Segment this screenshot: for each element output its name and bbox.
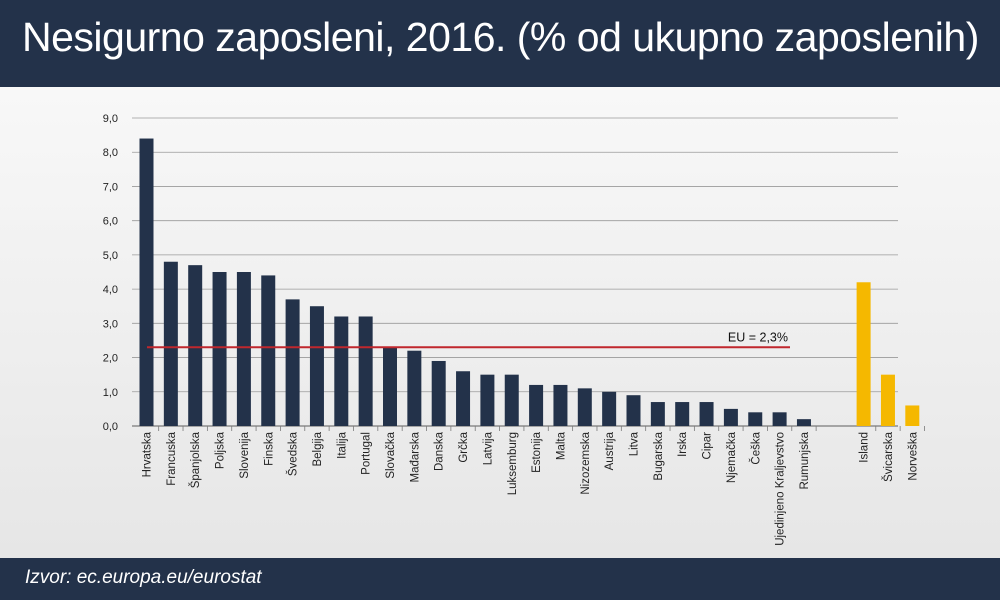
bar <box>309 306 324 426</box>
y-tick-label: 8,0 <box>103 147 118 159</box>
x-tick-label: Bugarska <box>653 431 665 480</box>
bar <box>407 350 422 426</box>
bar <box>431 360 446 426</box>
bar <box>880 374 895 426</box>
y-tick-label: 9,0 <box>103 113 118 125</box>
x-tick-label: Grčka <box>458 431 470 462</box>
bar <box>529 384 544 426</box>
x-tick-label: Austrija <box>604 431 616 470</box>
x-tick-label: Portugal <box>361 432 373 475</box>
x-tick-label: Nizozemska <box>580 431 592 494</box>
bar <box>334 316 349 426</box>
bar <box>383 347 397 426</box>
bar-chart: 0,0 1,0 2,0 3,0 4,0 5,0 6,0 7,0 8,0 9,0 Hrvatska Fr… <box>103 113 925 546</box>
bar <box>236 272 251 426</box>
x-tick-label: Mađarska <box>409 431 421 482</box>
bar <box>504 374 519 426</box>
bar <box>699 402 714 426</box>
y-tick-label: 4,0 <box>103 284 118 296</box>
x-tick-label: Norveška <box>907 431 919 480</box>
x-tick-label: Litva <box>629 431 641 456</box>
x-tick-label: Finska <box>263 431 275 465</box>
bar <box>748 412 763 426</box>
bar <box>577 388 592 426</box>
x-tick-label: Poljska <box>215 431 227 469</box>
bar <box>626 395 641 426</box>
bar <box>675 402 690 426</box>
bar <box>480 374 495 426</box>
bar <box>212 272 227 426</box>
x-tick-label: Malta <box>555 431 567 460</box>
x-tick-label: Slovačka <box>385 431 397 478</box>
bar <box>358 316 373 426</box>
bar <box>261 275 276 426</box>
x-tick-label: Slovenija <box>239 431 251 478</box>
x-tick-label: Hrvatska <box>142 431 154 477</box>
x-tick-label: Ujedinjeno Kraljevstvo <box>775 432 787 546</box>
bar <box>188 265 203 426</box>
bar <box>139 138 154 426</box>
x-tick-label: Švedska <box>287 431 300 476</box>
bar <box>723 408 738 426</box>
x-tick-label: Francuska <box>166 431 178 485</box>
x-tick-label: Švicarska <box>882 431 895 481</box>
bar <box>905 405 920 426</box>
x-tick-label: Luksemburg <box>507 432 519 495</box>
source-note: Izvor: ec.europa.eu/eurostat <box>25 567 262 588</box>
bar <box>796 419 811 426</box>
x-tick-label: Danska <box>434 431 446 471</box>
y-tick-label: 0,0 <box>103 421 118 433</box>
x-tick-label: Belgija <box>312 431 324 466</box>
x-tick-label: Estonija <box>531 431 543 473</box>
bar <box>856 282 871 426</box>
y-tick-label: 2,0 <box>103 353 118 365</box>
y-tick-label: 6,0 <box>103 216 118 228</box>
bar <box>602 391 617 426</box>
x-tick-label: Irska <box>677 431 689 457</box>
bar <box>650 402 665 426</box>
bar <box>456 371 471 426</box>
chart-title: Nesigurno zaposleni, 2016. (% od ukupno … <box>22 14 979 60</box>
x-tick-label: Španjolska <box>189 431 202 488</box>
eu-average-label: EU = 2,3% <box>728 330 788 344</box>
bar <box>163 261 178 426</box>
x-tick-label: Cipar <box>702 432 714 460</box>
x-tick-label: Njemačka <box>726 431 738 483</box>
x-tick-label: Island <box>859 432 871 463</box>
bar <box>553 384 568 426</box>
x-tick-label: Italija <box>336 431 348 458</box>
bar <box>285 299 300 426</box>
x-tick-label: Rumunjska <box>799 431 811 489</box>
y-tick-label: 7,0 <box>103 181 118 193</box>
header-bar: Nesigurno zaposleni, 2016. (% od ukupno … <box>0 0 1000 87</box>
plot-area: 0,0 1,0 2,0 3,0 4,0 5,0 6,0 7,0 8,0 9,0 Hrvatska Fr… <box>0 87 1000 558</box>
x-tick-label: Češka <box>749 431 762 464</box>
y-tick-label: 3,0 <box>103 318 118 330</box>
y-tick-label: 1,0 <box>103 387 118 399</box>
footer-bar: Izvor: ec.europa.eu/eurostat <box>0 558 1000 600</box>
y-tick-label: 5,0 <box>103 250 118 262</box>
bar <box>772 412 787 426</box>
x-tick-label: Latvija <box>482 431 494 465</box>
